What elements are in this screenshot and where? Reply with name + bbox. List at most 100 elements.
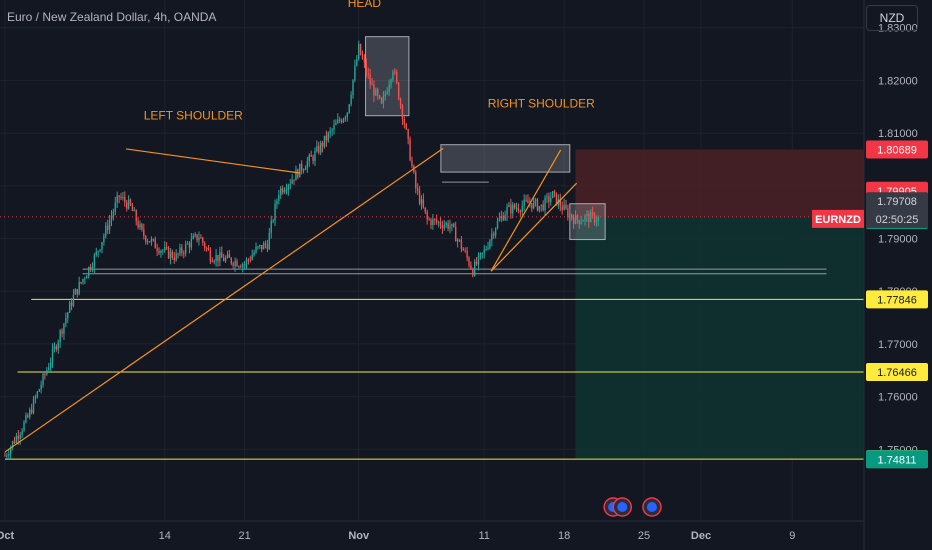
candle: [337, 113, 339, 124]
candle: [192, 233, 194, 240]
candle: [141, 222, 143, 232]
candle-body: [55, 346, 58, 350]
candle: [175, 249, 177, 262]
candle-body: [407, 129, 409, 140]
candle: [184, 240, 187, 257]
candle-body: [268, 232, 271, 250]
candle: [544, 195, 546, 215]
candle: [542, 200, 544, 212]
candle-body: [203, 242, 206, 248]
time-tick-label: Nov: [348, 530, 370, 542]
candle: [521, 200, 523, 216]
candle: [42, 371, 44, 388]
candle-body: [356, 59, 358, 66]
candle: [198, 231, 200, 246]
candle: [27, 413, 29, 419]
candle: [11, 440, 14, 451]
price-axis-label: 1.77846: [866, 290, 928, 309]
candle-body: [502, 215, 504, 221]
candle-body: [593, 213, 596, 223]
price-tick-label: 1.77000: [878, 339, 918, 351]
candle: [280, 186, 282, 199]
candle-body: [489, 240, 491, 248]
candle: [439, 217, 442, 229]
candle-body: [565, 204, 567, 209]
candle: [110, 210, 113, 227]
candle-body: [337, 119, 339, 124]
candle-body: [580, 221, 582, 224]
candle-body: [453, 223, 455, 227]
candle: [319, 140, 322, 156]
candle: [21, 428, 23, 439]
candle-body: [540, 204, 542, 207]
candle: [316, 140, 318, 153]
candle-body: [582, 220, 584, 222]
candle-body: [135, 210, 137, 222]
candle-body: [500, 215, 503, 219]
candle: [519, 209, 522, 218]
candle: [394, 68, 396, 76]
candle-body: [215, 254, 217, 262]
candle-body: [375, 89, 377, 96]
candle: [264, 240, 267, 249]
candle: [460, 236, 463, 253]
candle: [101, 241, 103, 254]
candle-body: [285, 189, 288, 191]
candle-body: [61, 330, 63, 334]
candle-body: [424, 207, 426, 212]
candle-body: [93, 255, 96, 268]
candle: [302, 168, 305, 174]
candle: [291, 174, 293, 185]
candle-body: [255, 246, 257, 253]
candle: [456, 237, 459, 248]
candle: [30, 403, 33, 415]
candle-body: [534, 199, 537, 201]
candle-body: [378, 95, 381, 98]
candle-body: [226, 254, 229, 258]
candle-body: [504, 214, 506, 221]
price-tick-label: 1.79000: [878, 234, 918, 246]
candle: [160, 249, 162, 258]
candle: [78, 276, 80, 296]
candle-body: [192, 236, 194, 239]
candle: [127, 195, 130, 210]
candle: [369, 68, 371, 89]
candle-body: [196, 234, 198, 241]
candle: [120, 192, 122, 200]
candle-body: [569, 214, 571, 218]
candle-body: [190, 238, 193, 248]
candle: [462, 247, 465, 251]
candle-body: [314, 151, 316, 162]
symbol-title: Euro / New Zealand Dollar, 4h, OANDA: [7, 10, 217, 24]
candle: [523, 194, 525, 212]
candle-body: [23, 422, 25, 431]
candle-body: [126, 202, 128, 209]
candle: [300, 160, 303, 175]
candle-body: [108, 220, 111, 230]
candle-body: [323, 135, 326, 147]
time-tick-label: Dec: [691, 530, 711, 542]
candle: [285, 183, 288, 195]
candle: [420, 195, 423, 210]
currency-selector-button[interactable]: NZD: [866, 5, 918, 31]
candle: [146, 238, 149, 245]
candle-body: [382, 96, 385, 104]
candle: [540, 204, 542, 212]
zone-box: [365, 36, 410, 117]
stop-loss-zone: [575, 149, 864, 217]
candle-body: [103, 235, 105, 243]
candle: [464, 247, 466, 253]
candle-body: [472, 268, 474, 276]
candle-body: [551, 191, 554, 199]
candle-body: [363, 58, 366, 63]
candle-body: [434, 218, 436, 220]
candle-body: [496, 220, 499, 229]
candle-body: [40, 384, 42, 390]
candle-body: [36, 391, 39, 398]
candle-body: [401, 105, 404, 120]
candle-body: [129, 199, 132, 205]
candle-body: [369, 74, 371, 85]
candle-body: [143, 229, 145, 236]
candle-body: [17, 435, 20, 439]
